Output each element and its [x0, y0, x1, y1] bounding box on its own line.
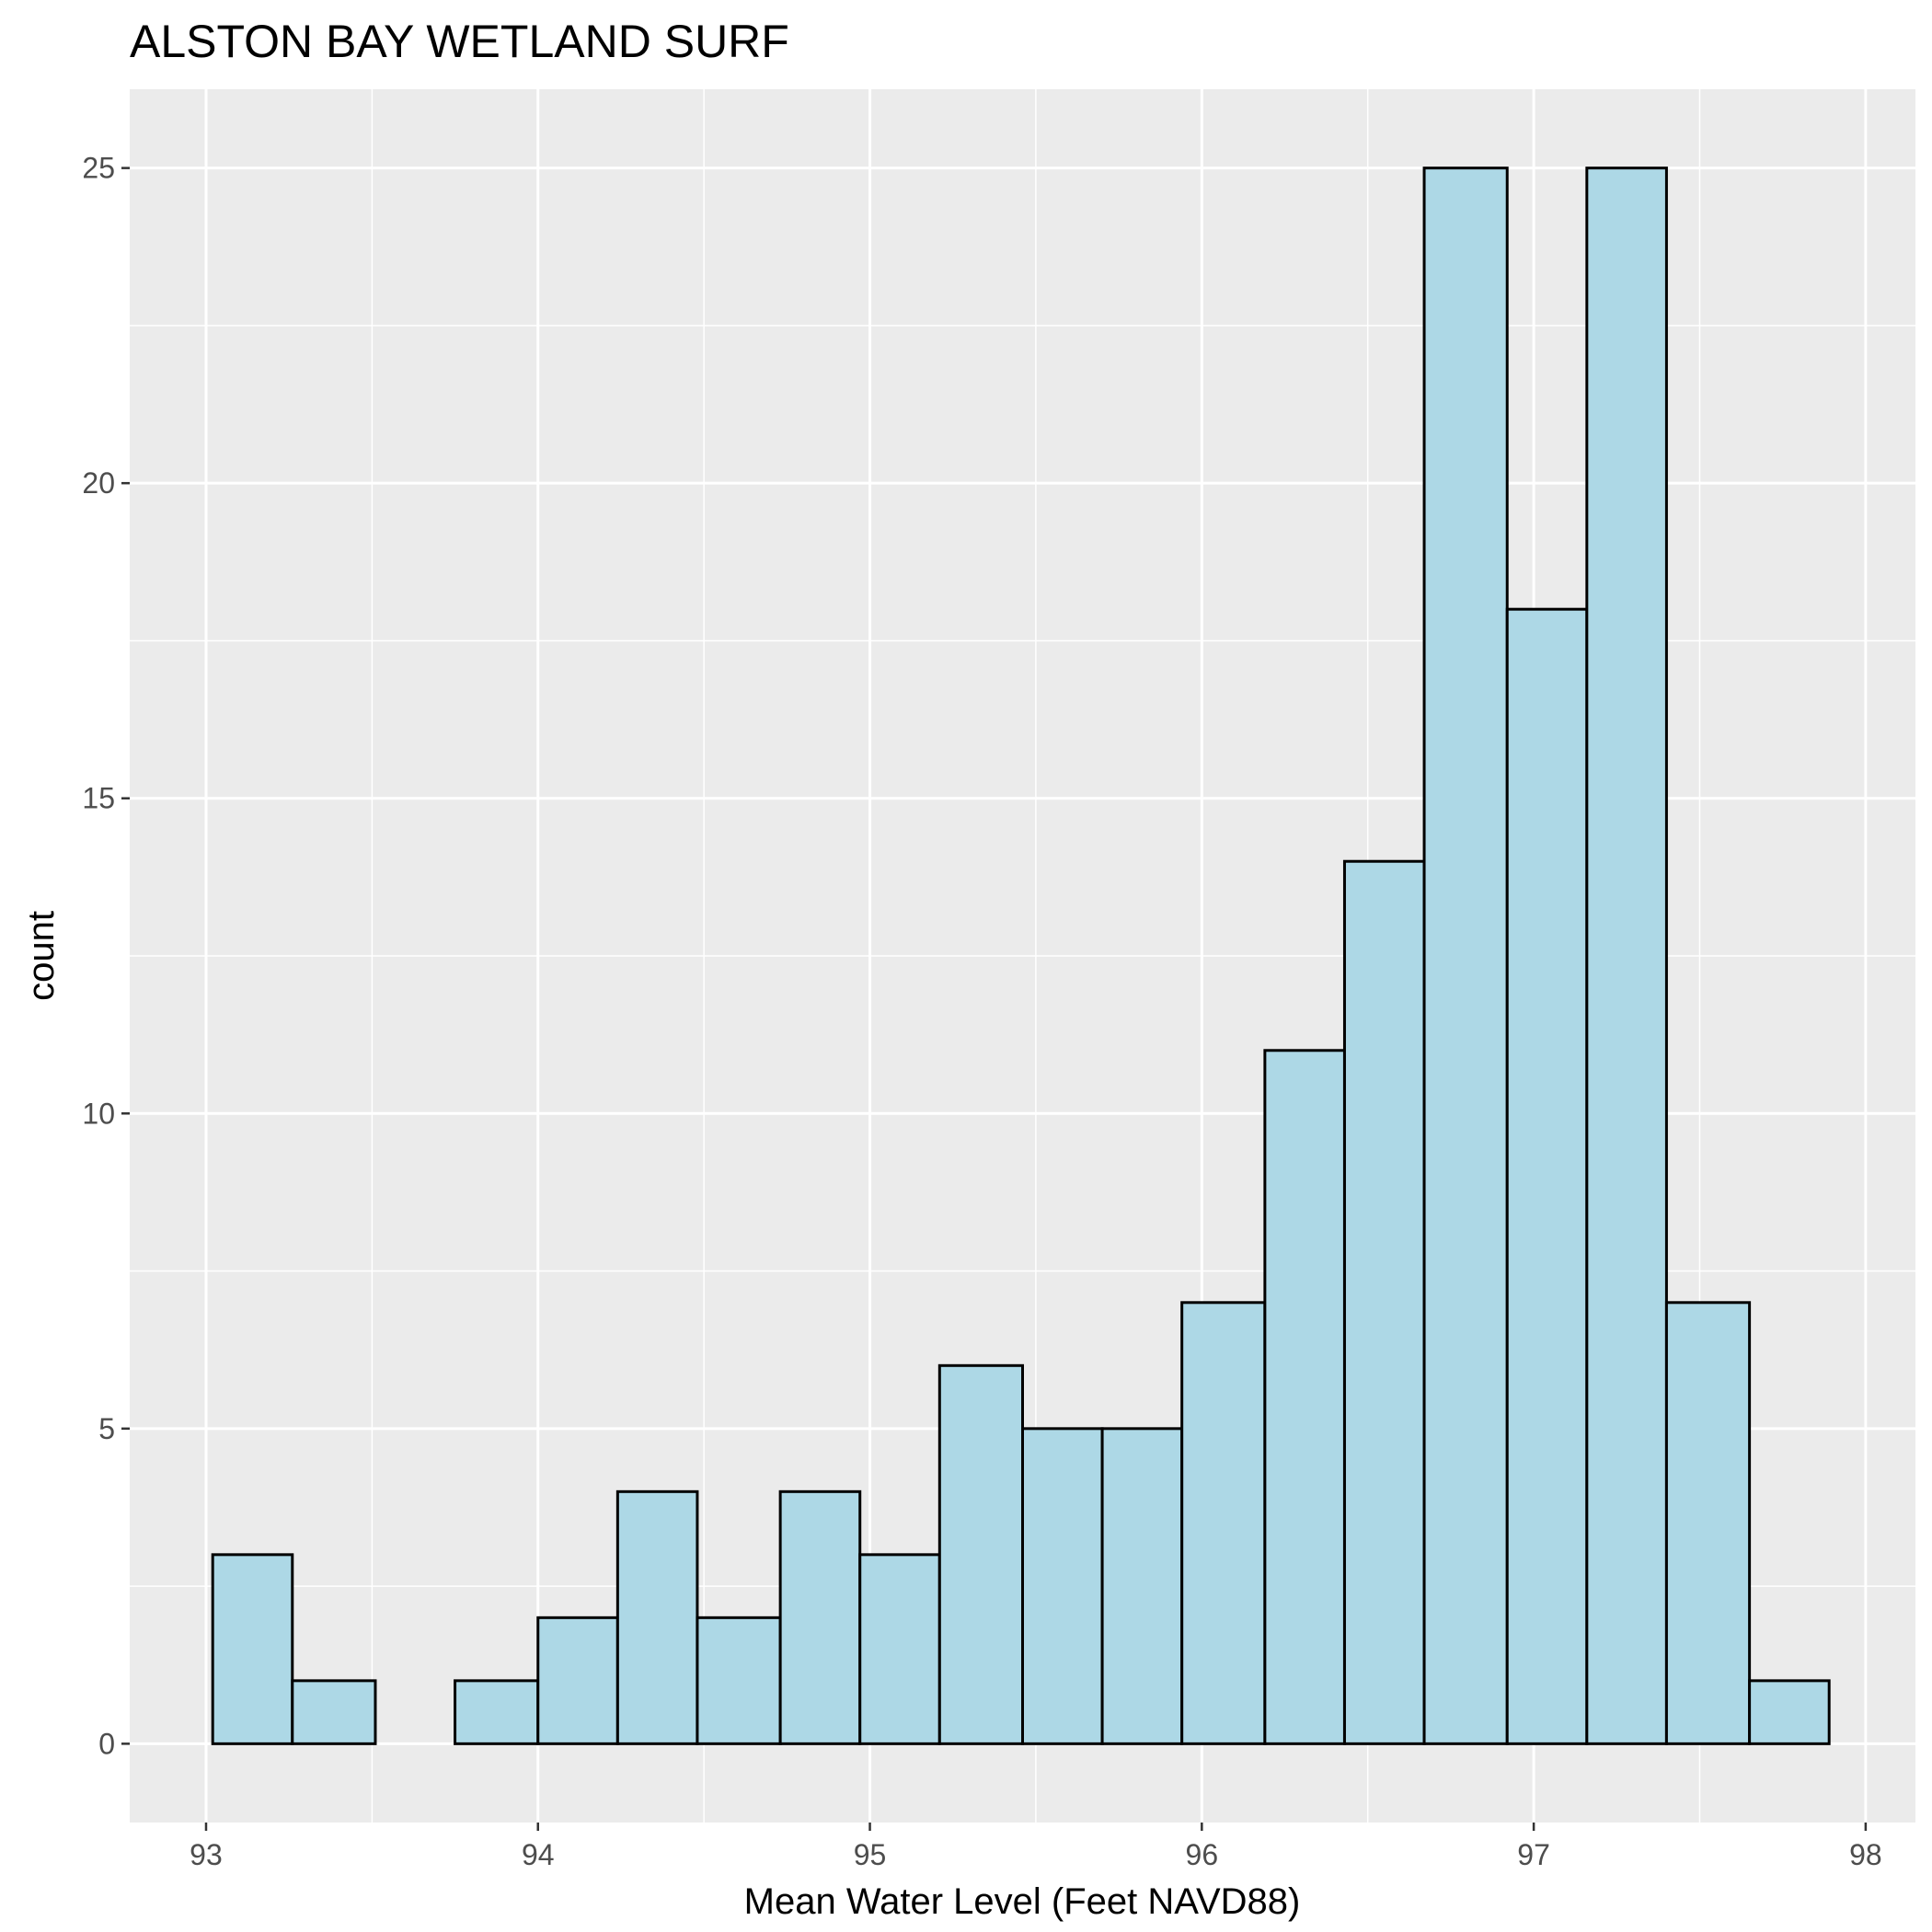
y-tick-label: 5 — [98, 1412, 115, 1445]
histogram-bar — [1180, 1301, 1267, 1745]
x-axis: 93 94 95 96 97 98 — [190, 1823, 1882, 1871]
histogram-bar — [211, 1553, 294, 1745]
y-tick-label: 0 — [98, 1727, 115, 1760]
y-tick-label: 15 — [82, 782, 115, 815]
histogram-bar — [536, 1616, 619, 1745]
histogram-bar — [454, 1679, 540, 1745]
x-tick-label: 97 — [1517, 1838, 1550, 1871]
histogram-bar — [615, 1489, 699, 1745]
histogram-bar — [858, 1553, 941, 1745]
histogram-bar — [1505, 607, 1589, 1745]
histogram-bar — [1342, 859, 1426, 1745]
y-tick-label: 20 — [82, 466, 115, 500]
histogram-bar — [1664, 1301, 1752, 1745]
x-tick-label: 94 — [522, 1838, 555, 1871]
histogram-bar — [1748, 1679, 1831, 1745]
y-tick-label: 10 — [82, 1097, 115, 1130]
histogram-bar — [1100, 1427, 1184, 1745]
histogram-bar — [778, 1489, 862, 1745]
y-tick-label: 25 — [82, 152, 115, 185]
histogram-bar — [1422, 167, 1509, 1745]
histogram-bar — [1585, 167, 1668, 1745]
x-tick-label: 98 — [1849, 1838, 1882, 1871]
x-tick-label: 93 — [190, 1838, 223, 1871]
x-tick-label: 96 — [1186, 1838, 1219, 1871]
histogram-bar — [1263, 1049, 1346, 1745]
histogram-bar — [291, 1679, 377, 1745]
x-tick-label: 95 — [854, 1838, 887, 1871]
y-axis: 0 5 10 15 20 25 — [82, 152, 130, 1760]
y-axis-title: count — [21, 911, 62, 1001]
histogram-bar — [937, 1363, 1024, 1745]
x-axis-title: Mean Water Level (Feet NAVD88) — [744, 1881, 1301, 1922]
histogram-bar — [696, 1616, 782, 1745]
chart-title: ALSTON BAY WETLAND SURF — [130, 16, 789, 67]
histogram-bars — [211, 167, 1831, 1745]
histogram-bar — [1021, 1427, 1104, 1745]
